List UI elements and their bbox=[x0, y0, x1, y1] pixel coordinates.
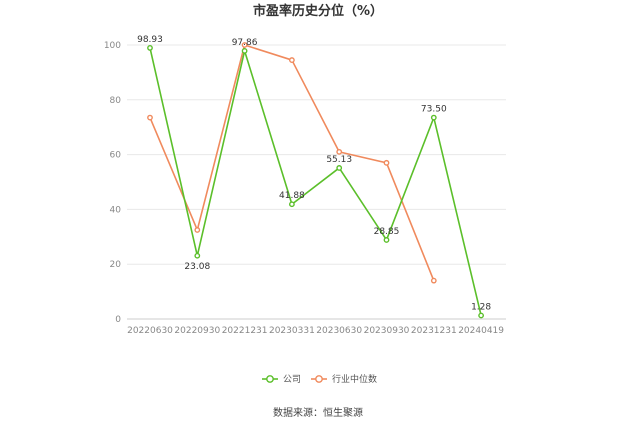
chart-title: 市盈率历史分位（%） bbox=[253, 3, 383, 19]
x-tick-label: 20231231 bbox=[411, 326, 457, 336]
x-tick-label: 20220630 bbox=[127, 326, 173, 336]
data-point[interactable] bbox=[194, 252, 201, 259]
data-point[interactable] bbox=[336, 165, 343, 171]
x-tick-label: 20230331 bbox=[269, 326, 315, 336]
legend-label: 行业中位数 bbox=[332, 373, 377, 385]
source-note: 数据来源：恒生聚源 bbox=[273, 406, 363, 419]
legend-label: 公司 bbox=[283, 374, 301, 385]
data-label: 41.88 bbox=[279, 191, 305, 201]
data-point[interactable] bbox=[430, 114, 437, 121]
y-axis: 0 20 40 60 80 100 bbox=[104, 41, 121, 325]
legend-marker bbox=[315, 375, 323, 383]
data-point[interactable] bbox=[336, 148, 343, 155]
x-axis: 20220630 20220930 20221231 20230331 20230630… bbox=[127, 326, 504, 336]
x-tick-label: 20230630 bbox=[316, 326, 362, 336]
x-tick-label: 20240419 bbox=[458, 326, 504, 336]
data-label: 23.08 bbox=[184, 262, 210, 272]
x-tick-label: 20220930 bbox=[174, 326, 220, 336]
data-point[interactable] bbox=[147, 114, 153, 121]
legend-item-1[interactable]: 行业中位数 bbox=[311, 373, 377, 385]
data-point[interactable] bbox=[430, 277, 437, 284]
x-tick-label: 20221231 bbox=[222, 326, 268, 336]
data-point[interactable] bbox=[478, 312, 484, 319]
legend-marker bbox=[266, 375, 274, 383]
data-point[interactable] bbox=[383, 159, 390, 166]
y-tick-label: 80 bbox=[110, 96, 122, 106]
y-tick-label: 100 bbox=[104, 41, 121, 51]
grid-lines bbox=[127, 44, 506, 265]
series-line-0 bbox=[149, 47, 482, 316]
data-point[interactable] bbox=[241, 47, 248, 54]
data-point[interactable] bbox=[288, 57, 295, 63]
data-point[interactable] bbox=[147, 45, 153, 51]
data-label: 55.13 bbox=[326, 155, 352, 165]
y-tick-label: 0 bbox=[115, 315, 121, 325]
x-tick-label: 20230930 bbox=[364, 326, 410, 336]
legend-item-0[interactable]: 公司 bbox=[262, 374, 301, 385]
data-point[interactable] bbox=[194, 227, 201, 233]
series-line-1 bbox=[149, 44, 435, 281]
y-tick-label: 20 bbox=[110, 260, 122, 270]
data-labels: 98.93 23.08 97.86 41.88 55.13 28.85 73.50 1.28 bbox=[137, 35, 491, 313]
data-label: 73.50 bbox=[421, 105, 447, 115]
data-label: 97.86 bbox=[232, 38, 258, 48]
data-label: 1.28 bbox=[471, 302, 491, 312]
data-point[interactable] bbox=[383, 237, 390, 243]
y-tick-label: 40 bbox=[110, 205, 122, 215]
series-group bbox=[147, 42, 484, 319]
legend[interactable]: 公司 行业中位数 bbox=[262, 373, 377, 385]
data-label: 28.85 bbox=[374, 227, 400, 237]
data-point[interactable] bbox=[288, 201, 295, 208]
y-tick-label: 60 bbox=[110, 151, 122, 161]
data-label: 98.93 bbox=[137, 35, 163, 45]
data-point[interactable] bbox=[241, 42, 248, 48]
